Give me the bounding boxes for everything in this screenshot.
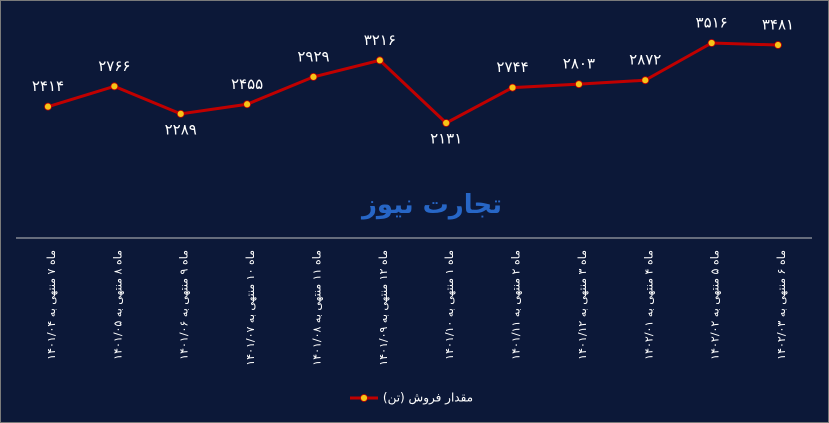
x-tick-label: ماه ۱۲ منتهی به ۱۴۰۱/۰۹ [377, 250, 390, 366]
data-label: ۲۴۱۴ [32, 77, 64, 95]
data-label: ۲۲۸۹ [165, 120, 197, 138]
x-tick-label: ماه ۹ منتهی به ۱۴۰۱/۰۶ [178, 250, 191, 360]
data-label: ۳۴۸۱ [762, 16, 794, 34]
x-tick-label: ماه ۷ منتهی به ۱۴۰۱/۰۴ [45, 250, 58, 360]
marker [442, 119, 451, 127]
x-tick-label: ماه ۶ منتهی به ۱۴۰۲/۰۳ [775, 250, 788, 360]
marker [44, 102, 52, 111]
marker [508, 83, 517, 92]
data-label: ۲۷۶۶ [98, 57, 130, 75]
data-label: ۳۵۱۶ [696, 14, 728, 32]
legend-marker [360, 394, 368, 402]
x-tick-label: ماه ۱۰ منتهی به ۱۴۰۱/۰۷ [244, 250, 257, 366]
marker [774, 41, 782, 49]
marker [375, 56, 384, 65]
x-tick-label: ماه ۴ منتهی به ۱۴۰۲/۰۱ [642, 250, 655, 360]
x-tick-label: ماه ۲ منتهی به ۱۴۰۱/۱۱ [510, 250, 523, 360]
line [47, 41, 779, 125]
data-label: ۲۸۰۳ [563, 55, 595, 73]
data-label: ۲۴۵۵ [231, 75, 263, 93]
marker [176, 109, 185, 118]
marker [575, 80, 583, 89]
marker [641, 76, 650, 85]
marker [243, 100, 251, 109]
watermark: تجارت نیوز [360, 190, 502, 220]
x-tick-label: ماه ۳ منتهی به ۱۴۰۱/۱۲ [576, 250, 589, 360]
marker [110, 82, 119, 91]
x-tick-label: ماه ۵ منتهی به ۱۴۰۲/۰۲ [709, 250, 722, 360]
data-label: ۲۷۴۴ [496, 58, 528, 76]
legend-label: مقدار فروش (تن) [383, 391, 473, 406]
marker [309, 73, 318, 81]
data-label: ۲۹۲۹ [297, 47, 329, 65]
marker [707, 39, 716, 47]
data-label: ۲۸۷۲ [629, 51, 661, 69]
data-label: ۲۱۳۱ [430, 130, 462, 148]
x-tick-label: ماه ۱ منتهی به ۱۴۰۱/۱۰ [443, 250, 456, 360]
x-tick-label: ماه ۱۱ منتهی به ۱۴۰۱/۰۸ [310, 250, 323, 366]
x-tick-label: ماه ۸ منتهی به ۱۴۰۱/۰۵ [111, 250, 124, 360]
data-label: ۳۲۱۶ [364, 31, 396, 49]
